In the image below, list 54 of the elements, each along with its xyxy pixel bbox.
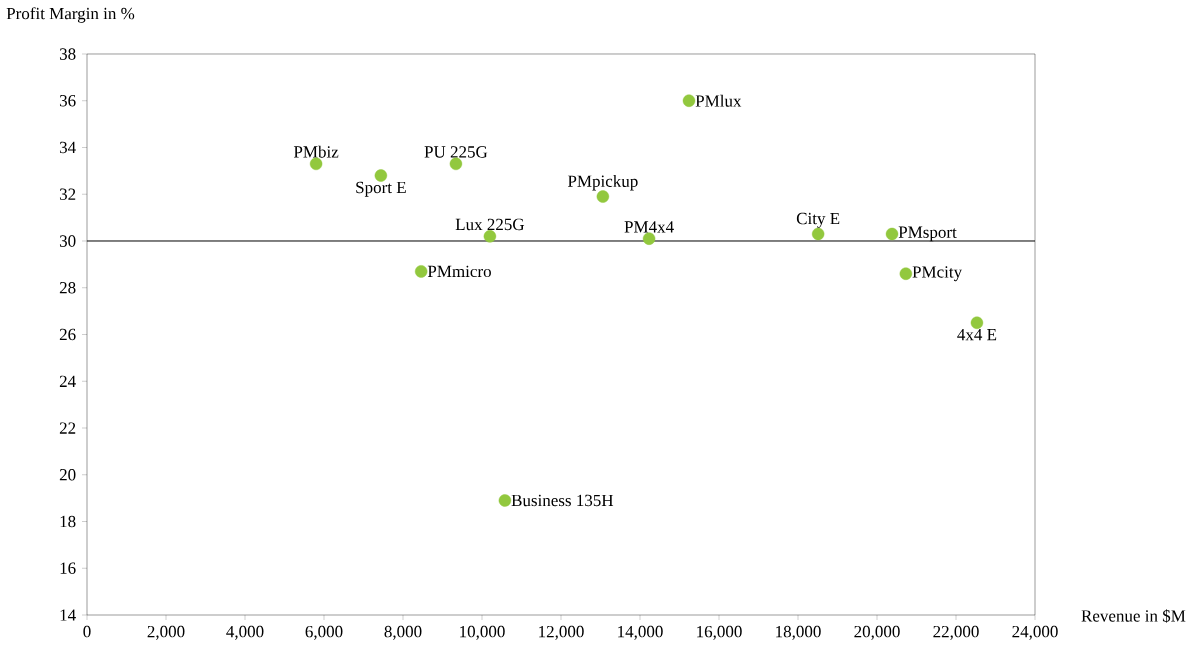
point [899,267,913,280]
x-tick-label: 14,000 [618,625,663,640]
annotation: PMbiz [293,145,339,158]
point [596,190,610,203]
point [642,232,656,245]
x-tick-label: 20,000 [854,625,900,640]
annotation: PMlux [695,94,742,107]
x-tick-label: 12,000 [539,625,584,640]
y-tick-label: 16 [60,562,76,574]
annotation: City E [796,212,840,228]
y-tick-label: 36 [59,95,76,107]
annotation: Business 135H [511,494,614,507]
y-tick-label: 22 [59,422,76,434]
y-tick-label: 32 [59,188,76,200]
point [811,227,825,241]
annotation: PU 225G [424,146,488,158]
y-tick-label: 26 [59,328,76,341]
y-tick-label: 28 [59,282,76,294]
x-tick-label: 0 [83,625,91,638]
y-tick-label: 30 [59,235,76,247]
y-tick-label: 24 [59,375,76,387]
point [449,157,463,171]
annotation: PMpickup [567,174,638,191]
point [970,316,984,330]
x-axis-title: Revenue in $M [1081,609,1186,623]
x-tick-label: 8,000 [384,625,422,640]
annotation: PMsport [898,226,957,242]
x-tick-label: 10,000 [460,625,505,640]
y-tick-label: 14 [60,609,76,621]
point [309,157,323,171]
y-tick-label: 18 [60,515,76,528]
x-tick-label: 16,000 [697,625,742,640]
x-tick-label: 22,000 [933,625,979,640]
x-tick-label: 2,000 [147,625,185,640]
annotation: Lux 225G [455,218,525,231]
annotation: 4x4 E [957,329,997,341]
y-axis-title: Profit Margin in % [6,7,135,23]
point [885,227,899,241]
point [682,94,696,107]
y-tick-label: 38 [59,48,76,60]
annotation: PMcity [912,266,963,282]
point [414,265,428,278]
x-tick-label: 4,000 [226,625,264,640]
point [498,494,512,507]
x-tick-label: 24,000 [1012,625,1058,640]
point [483,230,497,243]
x-tick-label: 18,000 [776,625,821,640]
y-tick-label: 34 [59,141,76,154]
annotation: PMmicro [427,265,491,278]
annotation: PM4x4 [624,221,674,233]
y-tick-label: 20 [59,469,76,481]
annotation: Sport E [356,181,406,197]
x-tick-label: 6,000 [305,625,343,640]
point [374,169,388,182]
